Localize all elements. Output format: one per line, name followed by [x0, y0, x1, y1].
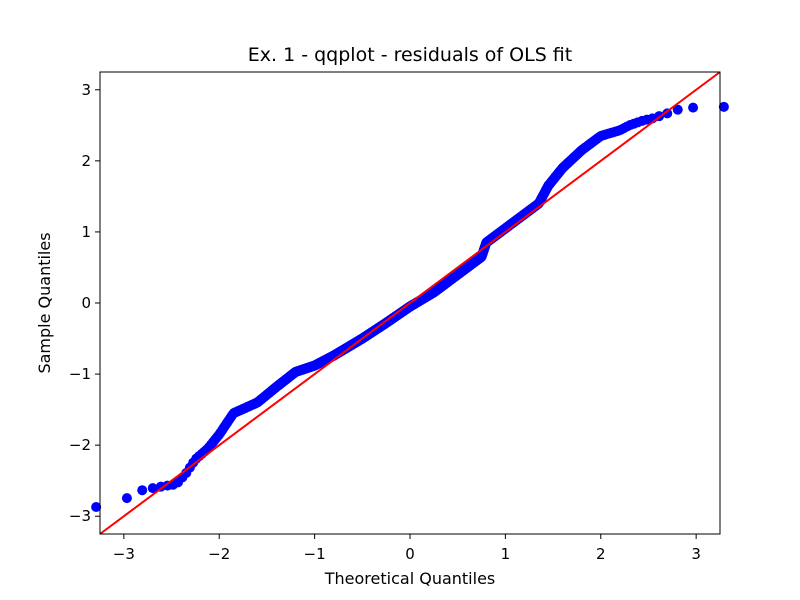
y-tick-label: −2	[69, 436, 91, 454]
x-tick-label: 3	[691, 545, 701, 563]
x-axis-label: Theoretical Quantiles	[324, 569, 496, 588]
y-tick-label: 1	[81, 223, 91, 241]
x-axis-ticks: −3 −2 −1 0 1 2 3	[113, 534, 701, 563]
data-point	[147, 483, 158, 494]
y-tick-label: 3	[81, 81, 91, 99]
y-tick-label: 2	[81, 152, 91, 170]
data-point	[672, 104, 683, 115]
y-axis-ticks: −3 −2 −1 0 1 2 3	[69, 81, 100, 525]
y-axis-label: Sample Quantiles	[35, 232, 54, 373]
x-tick-label: −2	[208, 545, 230, 563]
x-tick-label: 0	[405, 545, 415, 563]
y-tick-label: −1	[69, 365, 91, 383]
data-point	[662, 108, 673, 119]
x-tick-label: 2	[596, 545, 606, 563]
data-point	[718, 101, 729, 112]
reference-line	[99, 71, 721, 535]
plot-area	[91, 71, 729, 535]
data-point	[91, 501, 102, 512]
data-point	[121, 493, 132, 504]
x-tick-label: −1	[304, 545, 326, 563]
y-tick-label: −3	[69, 507, 91, 525]
x-tick-label: 1	[501, 545, 511, 563]
y-tick-label: 0	[81, 294, 91, 312]
data-point	[688, 102, 699, 113]
x-tick-label: −3	[113, 545, 135, 563]
data-point	[137, 485, 148, 496]
chart-title: Ex. 1 - qqplot - residuals of OLS fit	[248, 44, 572, 66]
